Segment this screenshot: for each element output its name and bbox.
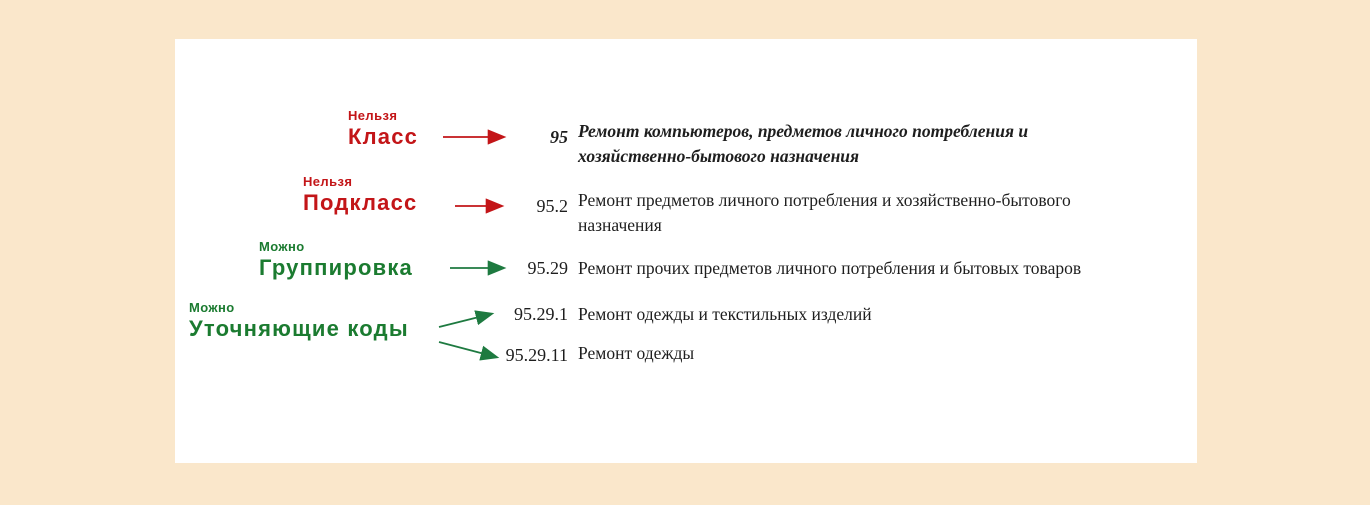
level-label-detail-codes: Уточняющие коды [189,316,409,341]
level-label-subclass: Подкласс [303,190,418,215]
arrow-code-1 [438,310,495,328]
arrow-code-2 [438,341,500,361]
label-group-detail-codes: Можно Уточняющие коды [189,300,409,341]
code-class: 95 [550,127,568,147]
description-grouping: Ремонт прочих предметов личного потребле… [578,258,1082,278]
diagram-card: Нельзя Класс Нельзя Подкласс Можно Групп… [175,39,1197,463]
label-group-subclass: Нельзя Подкласс [303,174,418,215]
description-class: Ремонт компьютеров, предметов личного по… [578,121,1029,166]
label-group-grouping: Можно Группировка [259,239,413,280]
description-detail-1: Ремонт одежды и текстильных изделий [578,304,872,324]
code-detail-2: 95.29.11 [505,345,568,365]
code-grouping: 95.29 [527,258,569,278]
code-subclass: 95.2 [536,196,569,216]
permission-label-grouping: Можно [259,239,305,254]
code-detail-1: 95.29.1 [514,304,568,324]
level-label-grouping: Группировка [259,255,413,280]
level-label-class: Класс [348,124,419,149]
permission-label-class: Нельзя [348,108,398,123]
description-subclass: Ремонт предметов личного потребления и х… [578,190,1071,235]
permission-label-subclass: Нельзя [303,174,353,189]
label-group-class: Нельзя Класс [348,108,418,149]
description-detail-2: Ремонт одежды [578,343,695,363]
permission-label-detail-codes: Можно [189,300,235,315]
